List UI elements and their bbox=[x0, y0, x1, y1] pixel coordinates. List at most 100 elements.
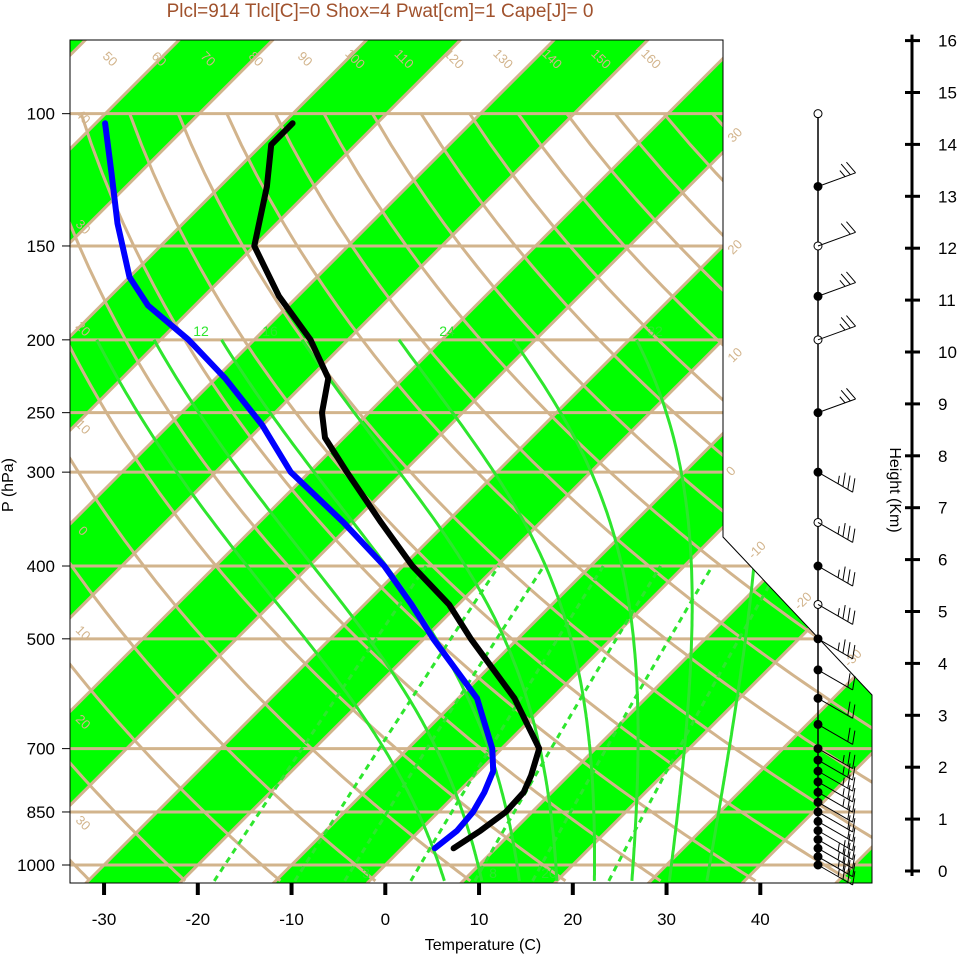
wind-barb-flag bbox=[847, 833, 851, 848]
temperature-profile-line bbox=[251, 120, 543, 852]
wind-barb-staff bbox=[817, 801, 853, 823]
dry-adiabat bbox=[70, 113, 187, 882]
height-tick-label: 12 bbox=[938, 239, 957, 258]
wind-barb-flag bbox=[840, 163, 851, 176]
pressure-tick-label: 700 bbox=[27, 740, 55, 759]
plot-frame bbox=[69, 39, 873, 884]
wind-barb-flag bbox=[846, 161, 856, 174]
dry-adiabat bbox=[70, 113, 662, 883]
pressure-tick-label: 500 bbox=[27, 630, 55, 649]
wind-barb-flag bbox=[847, 842, 851, 857]
wind-barb-column bbox=[813, 109, 856, 886]
wind-barb-staff bbox=[817, 231, 856, 247]
pressure-tick-label: 400 bbox=[27, 557, 55, 576]
mixing-ratio-lines bbox=[213, 565, 782, 882]
wind-barb-flag bbox=[852, 871, 856, 886]
wind-barb-flag bbox=[846, 271, 856, 283]
wind-barb-flag bbox=[852, 777, 856, 792]
pressure-tick-label: 250 bbox=[27, 404, 55, 423]
wind-barb-flag bbox=[842, 639, 846, 654]
height-tick-label: 3 bbox=[938, 706, 947, 725]
height-tick-label: 5 bbox=[938, 603, 947, 622]
wind-barb-flag bbox=[852, 572, 856, 587]
wind-barb-staff bbox=[817, 781, 853, 803]
moist-adiabat bbox=[152, 339, 484, 882]
wind-barb-staff bbox=[817, 839, 853, 860]
moist-adiabat-label: 32 bbox=[647, 323, 663, 339]
wind-barb-staff bbox=[817, 398, 856, 414]
isotherm-label-right: 30 bbox=[724, 124, 745, 145]
wind-barb-flag bbox=[847, 525, 851, 540]
moist-adiabat bbox=[635, 339, 694, 882]
wind-barb-flag bbox=[852, 704, 856, 719]
wind-barb-flag bbox=[842, 604, 846, 619]
isotherm-label-right: -20 bbox=[791, 589, 815, 613]
wind-barb-flag bbox=[847, 795, 851, 810]
wind-barb-flag bbox=[846, 315, 856, 327]
wind-barb-flag bbox=[839, 396, 846, 404]
isotherm-label: 90 bbox=[295, 48, 316, 69]
height-tick-label: 7 bbox=[938, 499, 947, 518]
wind-barb-flag bbox=[839, 170, 846, 177]
moist-adiabat bbox=[95, 339, 446, 882]
moist-adiabat bbox=[511, 338, 640, 881]
wind-barb-flag bbox=[842, 566, 846, 581]
isotherm-label-right: 0 bbox=[723, 463, 739, 479]
wind-barb-flag bbox=[852, 478, 856, 493]
isotherm-line bbox=[642, 40, 872, 883]
pressure-tick-label: 200 bbox=[27, 331, 55, 350]
height-tick-label: 10 bbox=[938, 343, 957, 362]
wind-barb-staff bbox=[817, 522, 853, 543]
wind-barb-flag bbox=[847, 642, 851, 657]
wind-barb-flag bbox=[837, 851, 840, 860]
wind-barb-flag bbox=[842, 788, 845, 797]
isotherm-line bbox=[70, 40, 842, 883]
wind-barb-flag bbox=[840, 317, 851, 329]
sounding-profiles bbox=[102, 120, 543, 852]
dry-adiabat bbox=[128, 113, 852, 883]
moist-adiabats bbox=[95, 338, 762, 882]
wind-barb-flag bbox=[847, 868, 851, 883]
wind-barb-staff bbox=[817, 864, 853, 886]
dry-adiabat bbox=[225, 113, 872, 883]
isotherm-line bbox=[70, 40, 561, 883]
height-tick-label: 2 bbox=[938, 758, 947, 777]
wind-barb-flag bbox=[840, 273, 851, 285]
moist-adiabat bbox=[300, 338, 559, 881]
wind-barb-staff bbox=[817, 791, 853, 813]
temperature-tick-label: 0 bbox=[381, 910, 390, 929]
wind-barb-flag bbox=[837, 475, 840, 484]
wind-barb-staff bbox=[817, 856, 853, 878]
isotherm-line bbox=[70, 40, 373, 883]
wind-barb-flag bbox=[842, 857, 846, 872]
wind-barb-flag bbox=[847, 475, 851, 490]
height-tick-label: 16 bbox=[938, 32, 957, 51]
temperature-tick-label: -10 bbox=[279, 910, 304, 929]
wind-barb-staff bbox=[817, 759, 853, 781]
temperature-tick-label: 20 bbox=[563, 910, 582, 929]
wind-barb-flag bbox=[847, 701, 851, 716]
wind-barb-flag bbox=[852, 730, 856, 745]
moist-adiabat bbox=[220, 339, 521, 882]
isotherm-label-left: 30 bbox=[73, 812, 94, 833]
dry-adiabat bbox=[70, 113, 567, 883]
wind-barb-flag bbox=[840, 223, 851, 235]
wind-barb-flag bbox=[842, 472, 846, 487]
isotherm-line bbox=[548, 40, 872, 883]
pressure-tick-label: 1000 bbox=[17, 856, 55, 875]
mixing-ratio-label: 3 bbox=[362, 865, 370, 881]
isotherm-label-right: 20 bbox=[724, 236, 745, 257]
wind-barb-flag bbox=[839, 323, 846, 331]
height-tick-label: 4 bbox=[938, 654, 947, 673]
pressure-tick-label: 100 bbox=[27, 105, 55, 124]
temperature-band bbox=[70, 40, 653, 883]
wind-barb-flag bbox=[852, 845, 856, 860]
isotherm-line bbox=[70, 40, 279, 883]
isotherm-label: 160 bbox=[638, 46, 664, 72]
isotherm-line bbox=[70, 40, 467, 883]
x-axis-title: Temperature (C) bbox=[425, 937, 541, 954]
wind-barb-flag bbox=[837, 860, 840, 869]
mixing-ratio-line bbox=[293, 565, 501, 882]
